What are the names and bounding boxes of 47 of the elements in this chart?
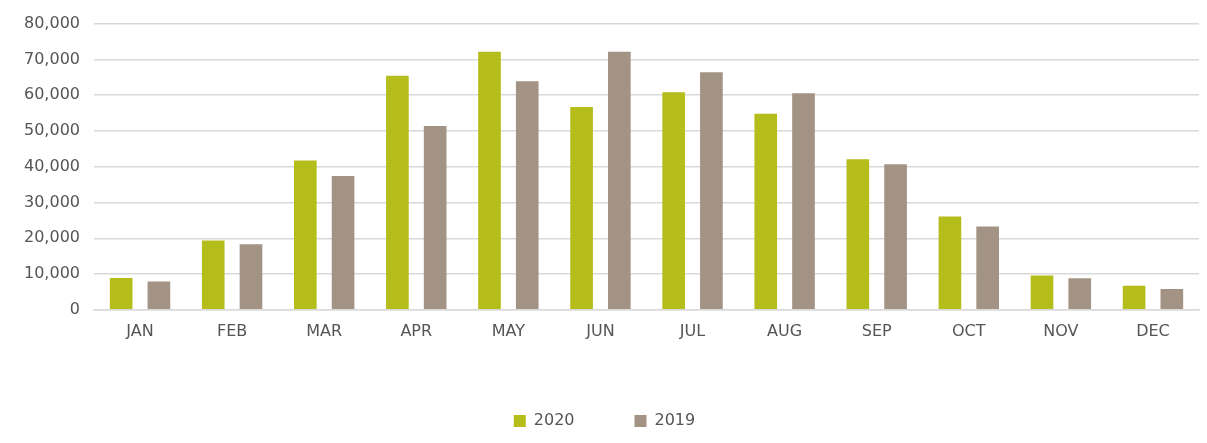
bar <box>662 92 685 310</box>
y-tick-label: 30,000 <box>24 191 80 211</box>
x-tick-label: MAY <box>491 320 526 340</box>
x-tick-label: NOV <box>1043 320 1079 340</box>
bar <box>478 51 501 310</box>
bar <box>293 160 317 310</box>
legend-label: 2020 <box>533 410 575 430</box>
y-tick-label: 50,000 <box>24 120 80 140</box>
x-tick-label: JUN <box>585 320 615 340</box>
y-tick-label: 40,000 <box>24 155 80 175</box>
y-tick-label: 20,000 <box>24 227 80 247</box>
bar <box>754 113 778 310</box>
y-tick-label: 70,000 <box>24 48 80 68</box>
x-tick-label: AUG <box>767 320 803 340</box>
bar <box>515 81 539 310</box>
x-tick-label: SEP <box>861 320 893 340</box>
bar <box>976 226 999 310</box>
bar <box>239 244 263 310</box>
bar <box>1122 285 1146 310</box>
y-tick-label: 0 <box>69 298 80 318</box>
y-tick-label: 60,000 <box>24 84 80 104</box>
bar <box>570 106 593 310</box>
x-tick-label: APR <box>400 320 433 340</box>
bar <box>700 72 723 310</box>
x-tick-label: MAR <box>306 320 343 340</box>
bar <box>938 216 962 310</box>
bar <box>884 164 907 310</box>
bar <box>109 277 133 310</box>
bar <box>608 51 631 310</box>
bar <box>1160 289 1184 310</box>
bar <box>846 159 870 310</box>
bar <box>147 281 171 310</box>
bar <box>423 125 447 310</box>
legend-label: 2019 <box>654 410 696 430</box>
x-tick-label: OCT <box>952 320 986 340</box>
y-tick-label: 10,000 <box>24 263 80 283</box>
bar <box>792 93 815 310</box>
bar <box>331 176 355 310</box>
bar <box>1030 275 1054 310</box>
y-tick-label: 80,000 <box>24 12 80 32</box>
bar <box>1068 278 1092 310</box>
x-tick-label: DEC <box>1136 320 1170 340</box>
bar <box>201 240 225 310</box>
x-tick-label: JAN <box>125 320 154 340</box>
bar <box>386 75 409 310</box>
x-tick-label: FEB <box>216 320 248 340</box>
x-tick-label: JUL <box>678 320 706 340</box>
